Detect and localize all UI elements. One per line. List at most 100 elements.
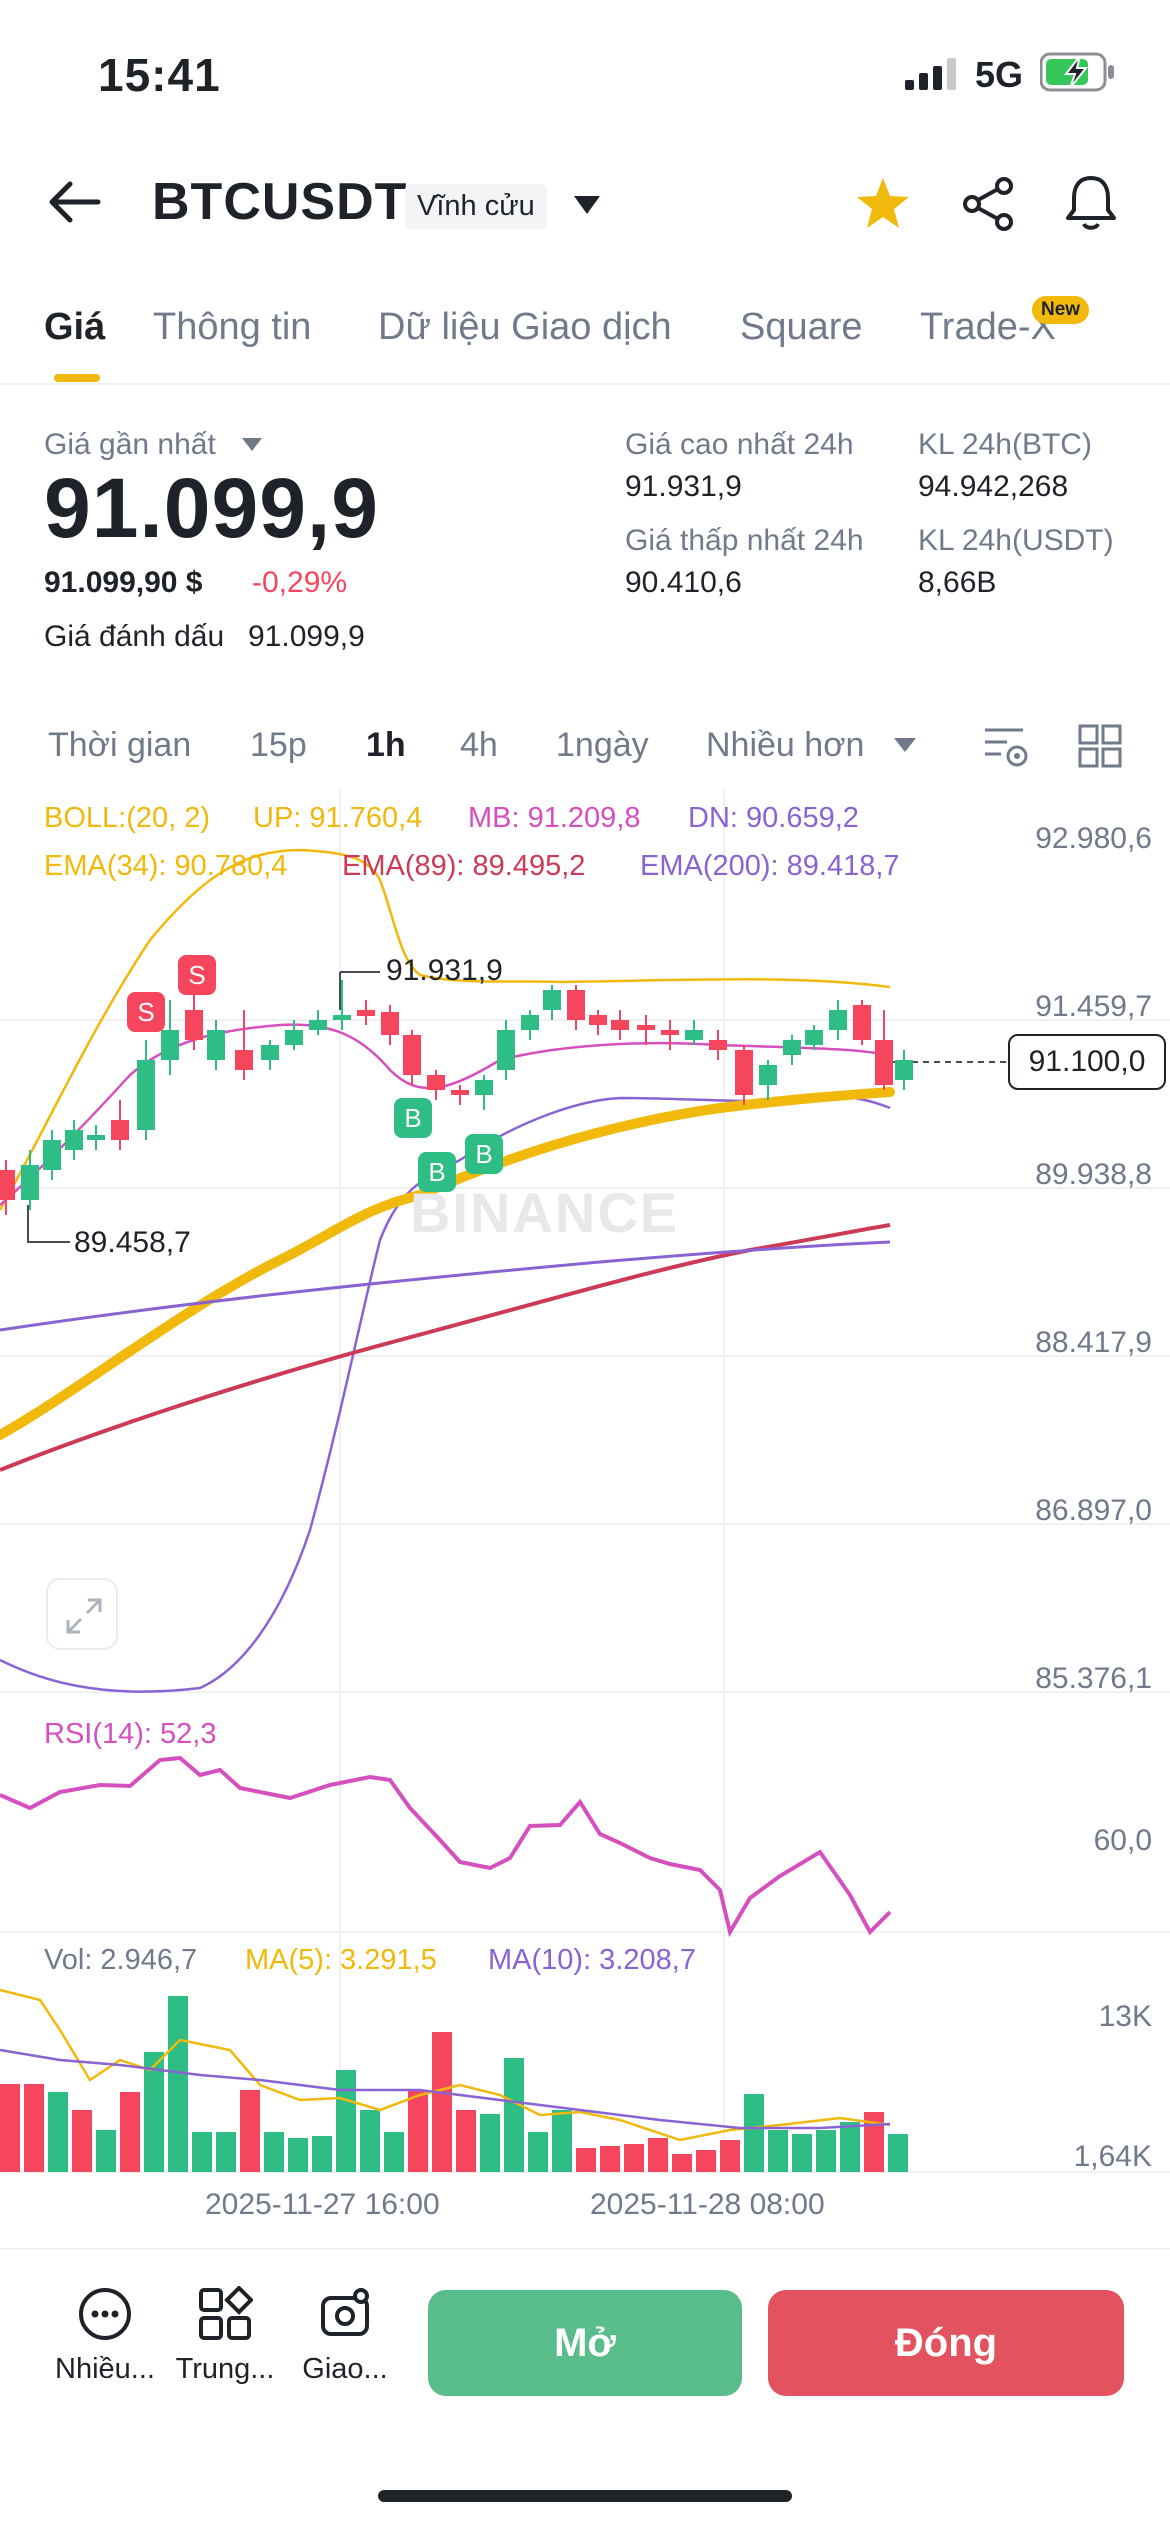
volume-bar [432,2032,452,2172]
timeframe-more[interactable]: Nhiều hơn [706,726,865,764]
share-icon[interactable] [960,176,1016,232]
apps-icon [199,2285,254,2340]
price-tick: 92.980,6 [1035,822,1152,855]
more-caret-icon[interactable] [894,738,916,752]
tab-info[interactable]: Thông tin [153,306,312,348]
center-label: Trung... [175,2353,275,2385]
candle-body [403,1035,421,1075]
boll-up: UP: 91.760,4 [253,802,423,834]
volume-bar [504,2058,524,2172]
ema89-line [0,1223,891,1472]
candle-body [381,1012,399,1035]
volume-bar [888,2134,908,2172]
vol-ma5-line [0,1988,891,2142]
rsi-label: RSI(14): 52,3 [44,1718,217,1750]
candle-body [497,1030,515,1070]
volume-bar [168,1996,188,2172]
fullscreen-button[interactable] [46,1578,118,1650]
vol-tick: 1,64K [1073,2140,1152,2173]
candle-body [685,1030,703,1040]
candle-body [357,1010,375,1016]
high-24h-label: Giá cao nhất 24h [625,428,854,461]
candle-body [805,1030,823,1045]
candle-body [161,1030,179,1060]
candle-body [43,1140,61,1170]
candle-body [735,1050,753,1095]
trade-bot-button[interactable]: Giao... [290,2286,400,2386]
sell-marker[interactable]: S [178,955,216,995]
vol-btc: 94.942,268 [918,470,1069,503]
vol-ma10-label: MA(10): 3.208,7 [488,1944,696,1976]
bell-icon[interactable] [1064,172,1118,232]
more-label: Nhiều... [55,2353,155,2385]
timeframe-4h[interactable]: 4h [460,726,498,764]
timeframe-time[interactable]: Thời gian [48,726,192,764]
center-button[interactable]: Trung... [170,2285,280,2386]
candle-body [875,1040,893,1085]
timeframe-1h[interactable]: 1h [366,726,406,764]
volume-bar [96,2130,116,2172]
layout-grid-icon[interactable] [1078,724,1122,768]
open-position-button[interactable]: Mở [428,2290,742,2396]
tab-price[interactable]: Giá [44,306,106,348]
last-price-usd: 91.099,90 $ [44,566,203,599]
price-chart[interactable] [0,790,1170,2250]
signal-icon [905,58,956,90]
tab-trading-data[interactable]: Dữ liệu Giao dịch [378,306,672,348]
indicator-settings-icon[interactable] [983,724,1029,768]
low-24h-label: Giá thấp nhất 24h [625,524,864,557]
volume-bar [120,2092,140,2172]
chevron-down-icon[interactable] [572,194,602,216]
boll-label: BOLL:(20, 2) [44,802,211,834]
symbol-title[interactable]: BTCUSDT [152,173,408,231]
contract-type-badge: Vĩnh cửu [405,184,547,229]
vol-btc-label: KL 24h(BTC) [918,428,1092,461]
candle-body [21,1165,39,1200]
candle-body [589,1015,607,1025]
close-position-button[interactable]: Đóng [768,2290,1124,2396]
volume-bar [864,2112,884,2172]
high-marker-label: 91.931,9 [386,954,503,987]
buy-marker[interactable]: B [394,1098,432,1138]
favorite-star-icon[interactable] [855,176,911,230]
timeframe-1d[interactable]: 1ngày [556,726,649,764]
volume-bar [576,2148,596,2172]
volume-bar [648,2138,668,2172]
time-tick: 2025-11-27 16:00 [205,2188,440,2221]
back-arrow-icon[interactable] [48,180,102,224]
volume-bar [600,2146,620,2172]
candle-body [309,1020,327,1030]
caret-down-icon[interactable] [242,438,262,452]
mark-price: 91.099,9 [248,620,365,653]
volume-bar [264,2132,284,2172]
candle-body [661,1030,679,1035]
vol-label: Vol: 2.946,7 [44,1944,198,1976]
sell-marker[interactable]: S [127,992,165,1032]
buy-marker[interactable]: B [465,1134,503,1174]
tab-square[interactable]: Square [740,306,863,348]
volume-bar [816,2130,836,2172]
watermark: BINANCE [410,1181,680,1244]
more-menu-button[interactable]: Nhiều... [50,2286,160,2386]
battery-icon [1040,52,1114,92]
buy-marker[interactable]: B [418,1152,456,1192]
volume-bar [24,2084,44,2172]
candle-body [759,1065,777,1085]
expand-icon [66,1598,102,1634]
vol-ma5-label: MA(5): 3.291,5 [245,1944,437,1976]
price-tick: 88.417,9 [1035,1326,1152,1359]
vol-tick: 13K [1098,2000,1152,2033]
candle-body [543,990,561,1010]
candles [0,980,913,1215]
candle-body [853,1005,871,1040]
last-price-label[interactable]: Giá gần nhất [44,428,216,461]
timeframe-15m[interactable]: 15p [250,726,307,764]
volume-bar [192,2132,212,2172]
price-tick: 85.376,1 [1035,1662,1152,1695]
trade-label: Giao... [302,2353,388,2385]
volume-bar [528,2132,548,2172]
candle-body [567,990,585,1020]
volume-bar [840,2122,860,2172]
last-price: 91.099,9 [44,461,379,555]
volume-bar [144,2052,164,2172]
